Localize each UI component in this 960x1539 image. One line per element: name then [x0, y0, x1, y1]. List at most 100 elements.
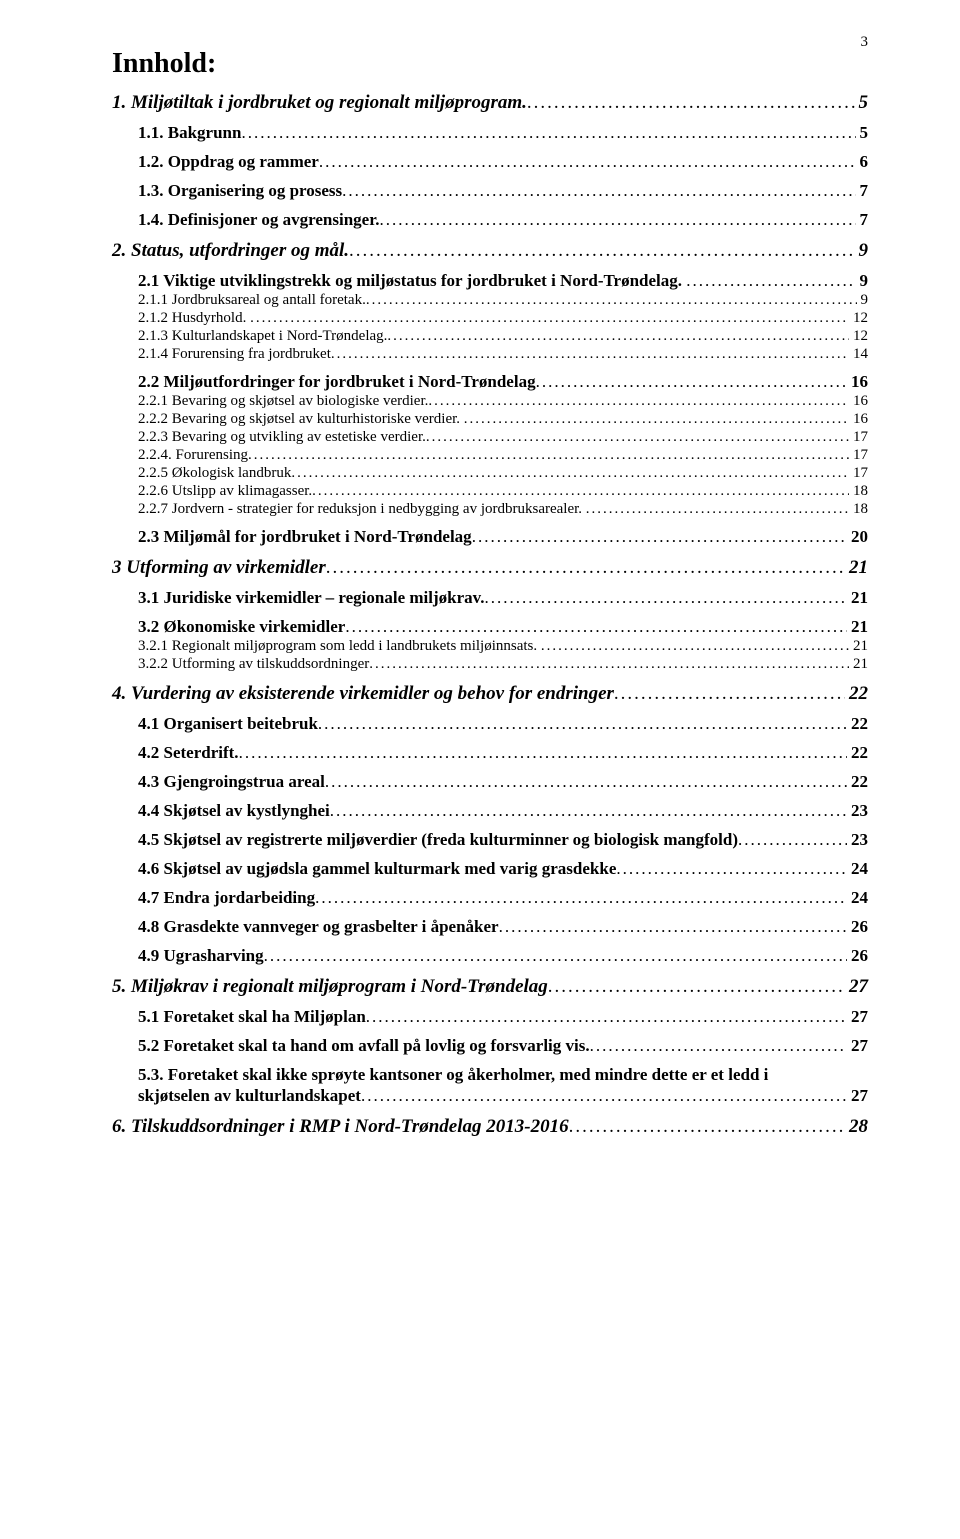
toc-entry-text: 4.8 Grasdekte vannveger og grasbelter i …: [138, 917, 499, 937]
toc-entry-text: skjøtselen av kulturlandskapet: [138, 1086, 361, 1106]
toc-entry-text: 2.2.5 Økologisk landbruk: [138, 465, 291, 482]
toc-entry: 2.3 Miljømål for jordbruket i Nord-Trønd…: [112, 527, 868, 547]
toc-entry-text: 1.3. Organisering og prosess: [138, 181, 342, 201]
toc-entry-text: 5.1 Foretaket skal ha Miljøplan: [138, 1007, 366, 1027]
toc-entry-line1: 5.3. Foretaket skal ikke sprøyte kantson…: [112, 1065, 868, 1085]
toc-entry-text: 5.2 Foretaket skal ta hand om avfall på …: [138, 1036, 590, 1056]
toc-entry-page: 23: [847, 830, 868, 850]
toc-leader: ........................................…: [330, 801, 847, 821]
toc-entry-text: 2.3 Miljømål for jordbruket i Nord-Trønd…: [138, 527, 472, 547]
toc-leader: ........................................…: [616, 859, 847, 879]
toc-entry-page: 24: [847, 859, 868, 879]
toc-entry-text: 2.2.3 Bevaring og utvikling av estetiske…: [138, 429, 426, 446]
toc-entry-text: 4.1 Organisert beitebruk: [138, 714, 318, 734]
toc-entry-text: 1.1. Bakgrunn: [138, 123, 241, 143]
toc-entry-page: 16: [849, 393, 868, 410]
toc-entry-page: 7: [856, 181, 869, 201]
toc-leader: ........................................…: [428, 393, 849, 410]
toc-entry: 2.2.7 Jordvern - strategier for reduksjo…: [112, 501, 868, 518]
toc-entry-page: 9: [857, 292, 869, 309]
toc-entry-text: 2.2.4. Forurensing: [138, 447, 248, 464]
toc-leader: ........................................…: [536, 372, 847, 392]
toc-entry: 2.2.5 Økologisk landbruk................…: [112, 465, 868, 482]
toc-entry-page: 22: [847, 772, 868, 792]
toc-entry-page: 12: [849, 328, 868, 345]
toc-entry-page: 22: [847, 743, 868, 763]
toc-entry: 4.2 Seterdrift..........................…: [112, 743, 868, 763]
toc-entry-page: 27: [847, 1086, 868, 1106]
toc-entry-page: 5: [856, 123, 869, 143]
toc-entry-text: 2.1.1 Jordbruksareal og antall foretak.: [138, 292, 366, 309]
toc-entry-text: 2.2.1 Bevaring og skjøtsel av biologiske…: [138, 393, 428, 410]
toc-entry-text: 2. Status, utfordringer og mål.: [112, 240, 349, 262]
toc-entry: 2.1.3 Kulturlandskapet i Nord-Trøndelag.…: [112, 328, 868, 345]
toc-entry-page: 20: [847, 527, 868, 547]
toc-leader: ........................................…: [590, 1036, 847, 1056]
toc-entry-line2: skjøtselen av kulturlandskapet..........…: [112, 1086, 868, 1106]
toc-entry-page: 17: [849, 429, 868, 446]
toc-leader: ........................................…: [548, 976, 845, 998]
toc-entry-page: 9: [856, 271, 869, 291]
toc-entry: 4.9 Ugrasharving........................…: [112, 946, 868, 966]
toc-entry: 3.2 Økonomiske virkemidler..............…: [112, 617, 868, 637]
toc-leader: ........................................…: [342, 181, 855, 201]
toc-leader: ........................................…: [291, 465, 849, 482]
toc-entry: 3.2.1 Regionalt miljøprogram som ledd i …: [112, 638, 868, 655]
toc-leader: ........................................…: [241, 123, 855, 143]
toc-leader: ........................................…: [426, 429, 849, 446]
toc-leader: ........................................…: [366, 1007, 847, 1027]
toc-entry-text: 2.2.7 Jordvern - strategier for reduksjo…: [138, 501, 586, 518]
toc-leader: ........................................…: [527, 92, 855, 114]
toc-entry-page: 21: [847, 588, 868, 608]
toc-leader: ........................................…: [614, 683, 845, 705]
toc-entry: 2.2 Miljøutfordringer for jordbruket i N…: [112, 372, 868, 392]
toc-leader: ........................................…: [387, 328, 849, 345]
toc-entry: 2.1 Viktige utviklingstrekk og miljøstat…: [112, 271, 868, 291]
page-title: Innhold:: [112, 48, 868, 80]
toc-entry-page: 28: [845, 1116, 868, 1138]
toc-leader: ........................................…: [319, 152, 856, 172]
toc-entry-page: 7: [856, 210, 869, 230]
toc-leader: ........................................…: [586, 501, 849, 518]
toc-entry-page: 21: [845, 557, 868, 579]
toc-entry: 4.1 Organisert beitebruk................…: [112, 714, 868, 734]
toc-entry-text: 2.1.3 Kulturlandskapet i Nord-Trøndelag.: [138, 328, 387, 345]
toc-entry-text: 5.3. Foretaket skal ikke sprøyte kantson…: [138, 1065, 768, 1085]
toc-leader: ........................................…: [250, 310, 849, 327]
toc-entry-text: 3 Utforming av virkemidler: [112, 557, 326, 579]
toc-entry-text: 1.4. Definisjoner og avgrensinger.: [138, 210, 379, 230]
toc-entry-page: 21: [849, 638, 868, 655]
toc-leader: ........................................…: [331, 346, 849, 363]
toc-entry: 1.2. Oppdrag og rammer..................…: [112, 152, 868, 172]
toc-leader: ........................................…: [464, 411, 849, 428]
toc-entry: 5.2 Foretaket skal ta hand om avfall på …: [112, 1036, 868, 1056]
toc-leader: ........................................…: [318, 714, 847, 734]
toc-leader: ........................................…: [361, 1086, 847, 1106]
toc-entry-page: 17: [849, 465, 868, 482]
toc-entry-page: 18: [849, 501, 868, 518]
toc-entry-text: 2.1.4 Forurensing fra jordbruket: [138, 346, 331, 363]
toc-entry-text: 4.4 Skjøtsel av kystlynghei: [138, 801, 330, 821]
toc-entry: 2.2.2 Bevaring og skjøtsel av kulturhist…: [112, 411, 868, 428]
toc-entry: 4. Vurdering av eksisterende virkemidler…: [112, 683, 868, 705]
toc-entry-page: 12: [849, 310, 868, 327]
toc-entry-page: 21: [847, 617, 868, 637]
toc-entry: 2. Status, utfordringer og mål..........…: [112, 240, 868, 262]
toc-entry: 4.6 Skjøtsel av ugjødsla gammel kulturma…: [112, 859, 868, 879]
toc-entry: 4.4 Skjøtsel av kystlynghei.............…: [112, 801, 868, 821]
toc-entry-page: 27: [845, 976, 868, 998]
toc-leader: ........................................…: [541, 638, 849, 655]
toc-leader: ........................................…: [379, 210, 855, 230]
toc-entry: 1.4. Definisjoner og avgrensinger.......…: [112, 210, 868, 230]
toc-leader: ........................................…: [472, 527, 847, 547]
toc-leader: ........................................…: [366, 292, 857, 309]
toc-leader: ........................................…: [349, 240, 854, 262]
toc-leader: ........................................…: [315, 888, 847, 908]
toc-entry: 1.3. Organisering og prosess............…: [112, 181, 868, 201]
toc-entry-page: 17: [849, 447, 868, 464]
toc-entry-text: 4.9 Ugrasharving: [138, 946, 264, 966]
toc-entry-page: 21: [849, 656, 868, 673]
toc-entry-page: 16: [847, 372, 868, 392]
toc-entry-text: 4.5 Skjøtsel av registrerte miljøverdier…: [138, 830, 738, 850]
toc-entry-text: 2.2 Miljøutfordringer for jordbruket i N…: [138, 372, 536, 392]
